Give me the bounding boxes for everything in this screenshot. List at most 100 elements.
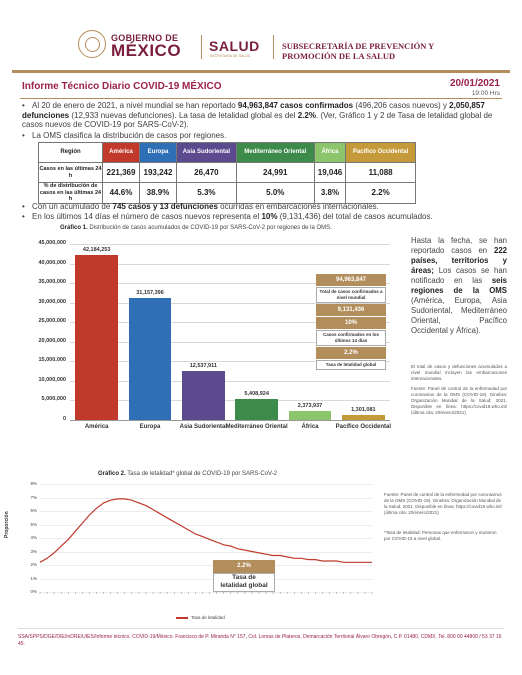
table-cell: 2.2%: [345, 182, 416, 204]
gridline: [70, 420, 390, 421]
bullet-text: (496,206 casos nuevos) y: [353, 101, 450, 110]
table-row: % de distribución de casos en las última…: [38, 182, 416, 204]
bar-value-label: 12,537,911: [189, 362, 217, 369]
gridline: [40, 511, 372, 512]
mexico-seal-icon: [78, 30, 106, 58]
bullet-text: En los últimos 14 días el número de caso…: [32, 212, 262, 221]
bar-4: [235, 398, 278, 420]
gridline: [40, 484, 372, 485]
bullet-bold: 94,963,847 casos confirmados: [237, 101, 354, 110]
lethality-label: Tasa de letalidad global: [316, 360, 386, 370]
bullet-14-days: • En los últimos 14 días el número de cas…: [22, 212, 506, 222]
table-row-label: Casos en las últimas 24 h: [38, 162, 103, 183]
y-tick-label: 45,000,000: [38, 240, 66, 246]
footer-address: SSA/SPPS/DGE/DIE/InDRE/UIES/Informe técn…: [18, 634, 502, 647]
bullet-icon: •: [22, 212, 25, 221]
table-cell: 24,991: [235, 162, 315, 183]
table-cell: 221,369: [102, 162, 140, 183]
table-header-cell: África: [313, 142, 347, 163]
side-note-source: Fuente: Panel de control de la enfermeda…: [411, 386, 507, 415]
table-cell: 19,046: [313, 162, 347, 183]
chart1-title-bold: Gráfico 1.: [60, 225, 88, 231]
side-bold: 222 países, territorios y áreas;: [411, 246, 507, 275]
gridline: [40, 538, 372, 539]
y-tick-label: 6%: [30, 508, 37, 513]
lethality-line: [39, 498, 372, 563]
bar-2: [128, 298, 172, 420]
gridline: [40, 524, 372, 526]
gridline: [70, 400, 390, 402]
bar-6: [342, 414, 385, 420]
y-tick-label: 20,000,000: [38, 337, 66, 344]
y-tick-label: 40,000,000: [38, 259, 66, 266]
header-divider: [273, 35, 274, 59]
bar-value-label: 31,157,396: [136, 290, 164, 297]
y-tick-label: 0: [62, 416, 66, 422]
chart2-legend: Tasa de letalidad: [176, 615, 225, 620]
table-cell: 3.8%: [313, 182, 347, 204]
footer-rule: [18, 628, 504, 629]
salud-label: SALUD: [209, 38, 260, 54]
bullet-ships: • Con un acumulado de 745 casos y 13 defu…: [22, 202, 506, 212]
y-tick-label: 5%: [30, 521, 37, 527]
cases-14d-label: Casos confirmados en los últimos 14 días: [316, 330, 386, 346]
y-tick-label: 3%: [30, 548, 37, 554]
bar-value-label: 1,301,081: [351, 406, 376, 413]
mexico-label: MÉXICO: [111, 41, 182, 60]
gridline: [40, 551, 372, 553]
report-time: 19:00 Hrs: [471, 90, 500, 97]
bullet-global-cases: • Al 20 de enero de 2021, a nivel mundial…: [22, 101, 506, 130]
lethality-box-label: Tasa de letalidad global: [213, 573, 275, 592]
bullet-text: (12,933 nuevas defunciones). La tasa de …: [69, 110, 298, 120]
lethality-box-label-line: letalidad global: [220, 582, 268, 589]
y-tick-label: 8%: [30, 481, 37, 486]
bar-value-label: 2,373,937: [297, 402, 323, 409]
bar-5: [288, 410, 332, 420]
table-cell: 5.0%: [235, 182, 315, 204]
table-cell: 5.3%: [176, 182, 237, 204]
cases-14d-pct: 10%: [316, 317, 386, 329]
y-tick-label: 15,000,000: [38, 357, 66, 364]
bar-1: [75, 255, 118, 420]
bullet-text: Con un acumulado de: [32, 202, 113, 211]
bullet-icon: •: [22, 131, 25, 140]
bar-value-label: 5,408,924: [244, 390, 269, 397]
y-axis-label: Proporción: [4, 511, 10, 538]
header-divider: [201, 35, 202, 59]
chart2-title-text: Tasa de letalidad* global de COVID-19 po…: [125, 471, 277, 477]
report-date: 20/01/2021: [449, 78, 500, 89]
table-header-cell: América: [102, 142, 140, 163]
side-text: (América, Europa, Asia Sudoriental, Medi…: [411, 296, 507, 335]
title-rule: [12, 70, 510, 73]
table-cell: 44.6%: [102, 182, 140, 204]
bullet-oms-regions: • La OMS clasifica la distribución de cas…: [22, 131, 506, 141]
gobierno-label: GOBIERNO DE: [111, 33, 179, 43]
table-cell: 26,470: [176, 162, 237, 183]
y-tick-label: 0%: [30, 589, 37, 594]
side-summary-text: Hasta la fecha, se han reportado casos e…: [411, 236, 507, 336]
table-cell: 193,242: [139, 162, 177, 183]
bullet-icon: •: [22, 202, 25, 211]
y-tick-label: 5,000,000: [41, 396, 66, 403]
legend-swatch: [176, 617, 188, 619]
x-axis: [70, 420, 390, 421]
table-header-cell: Región: [38, 142, 103, 163]
side-text: Los casos se han notificado en las: [411, 266, 507, 285]
total-cases-label: Total de casos confirmados a nivel mundi…: [316, 287, 386, 303]
legend-label: Tasa de letalidad: [191, 615, 225, 620]
bullet-icon: •: [22, 101, 25, 110]
side-bold: seis regiones de la OMS: [411, 276, 507, 295]
bullet-text: La OMS clasifica la distribución de caso…: [32, 131, 227, 140]
x-category-label: América: [84, 424, 109, 430]
y-tick-label: 35,000,000: [38, 279, 66, 286]
chart2-definition-note: *Tasa de letalidad: Personas que enferma…: [384, 530, 497, 541]
x-category-label: Pacífico Occidental: [335, 424, 391, 430]
y-tick-label: 1%: [30, 575, 37, 581]
table-header-row: Región América Europa Asia Sudoriental M…: [38, 142, 416, 163]
bar-3: [182, 370, 225, 420]
chart2-title: Gráfico 2. Tasa de letalidad* global de …: [98, 471, 277, 477]
salud-sub-label: SECRETARÍA DE SALUD: [210, 54, 251, 58]
page-header: GOBIERNO DE MÉXICO SALUD SECRETARÍA DE S…: [0, 0, 522, 70]
gridline: [40, 578, 372, 580]
bullet-text: Al 20 de enero de 2021, a nivel mundial …: [32, 101, 238, 110]
